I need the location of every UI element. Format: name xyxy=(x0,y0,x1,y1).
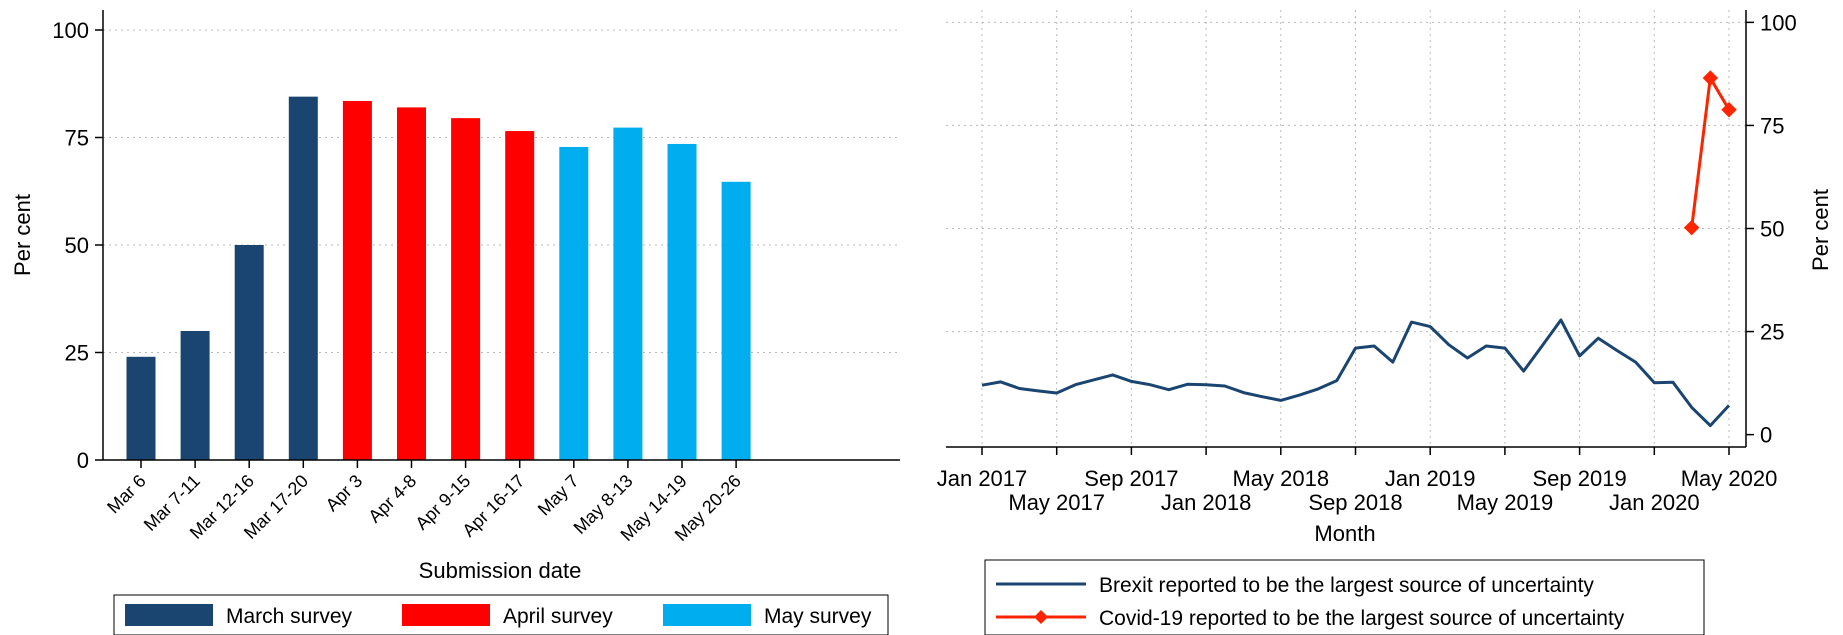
bar-apr-16-17 xyxy=(505,131,535,461)
left-gridlines xyxy=(103,29,900,353)
bar-apr-9-15 xyxy=(451,118,481,461)
left-y-axis-title: Per cent xyxy=(10,194,35,276)
legend-swatch-march-survey xyxy=(125,604,213,626)
legend-marker-covid xyxy=(1034,610,1048,624)
right-x-tick-label: May 2018 xyxy=(1232,466,1329,491)
series-line-brexit xyxy=(981,318,1731,428)
right-x-tick-label: Jan 2020 xyxy=(1609,490,1700,515)
right-x-tick-label: Jan 2017 xyxy=(937,466,1028,491)
bar-may-8-13 xyxy=(613,127,643,461)
bar-mar-6 xyxy=(126,356,156,460)
right-gridlines xyxy=(946,10,1746,447)
bar-may-7 xyxy=(559,146,589,460)
legend-label-april-survey: April survey xyxy=(503,605,613,628)
right-y-tick-label: 75 xyxy=(1760,113,1784,138)
left-y-tick-label: 75 xyxy=(65,126,89,151)
left-x-tick-label: Apr 3 xyxy=(322,471,367,516)
bar-apr-4-8 xyxy=(397,107,426,461)
bar-may-20-26 xyxy=(721,181,751,461)
covid-marker xyxy=(1702,70,1719,86)
bar-may-14-19 xyxy=(667,143,697,460)
right-x-tick-label: Sep 2019 xyxy=(1532,466,1626,491)
right-series-lines xyxy=(981,70,1737,428)
right-y-tick-label: 0 xyxy=(1760,423,1772,448)
right-x-tick-label: Sep 2017 xyxy=(1084,466,1178,491)
left-legend-items: March survey April survey May survey xyxy=(125,604,872,628)
left-x-axis-title: Submission date xyxy=(419,558,582,583)
bar-mar-12-16 xyxy=(234,245,264,460)
left-y-tick-label: 25 xyxy=(65,341,89,366)
left-x-tick-label: Mar 6 xyxy=(103,471,150,518)
series-line-covid xyxy=(1690,73,1731,228)
left-bars xyxy=(126,96,751,461)
bar-apr-3 xyxy=(342,100,372,460)
legend-swatch-may-survey xyxy=(663,604,751,626)
right-x-tick-label: May 2020 xyxy=(1681,466,1778,491)
left-legend-box xyxy=(113,594,889,635)
legend-label-may-survey: May survey xyxy=(764,605,872,628)
right-y-tick-label: 50 xyxy=(1760,217,1784,242)
left-y-ticks: 0 25 50 75 100 xyxy=(52,18,103,473)
right-x-tick-label: Jan 2019 xyxy=(1385,466,1476,491)
left-y-tick-label: 50 xyxy=(65,233,89,258)
right-x-tick-label: Sep 2018 xyxy=(1308,490,1402,515)
legend-label-march-survey: March survey xyxy=(226,605,353,628)
right-legend-box xyxy=(984,559,1705,635)
left-x-tick-label: May 7 xyxy=(534,471,583,520)
right-x-tick-label: Jan 2018 xyxy=(1161,490,1252,515)
right-legend-items: Brexit reported to be the largest source… xyxy=(996,574,1625,630)
covid-marker xyxy=(1683,219,1700,236)
right-y-axis-title: Per cent xyxy=(1808,189,1833,271)
covid-marker xyxy=(1721,102,1737,118)
right-y-tick-label: 25 xyxy=(1760,320,1784,345)
bar-mar-7-11 xyxy=(180,331,210,460)
right-y-tick-label: 100 xyxy=(1760,10,1797,35)
right-x-tick-label: May 2019 xyxy=(1457,490,1554,515)
legend-label-brexit: Brexit reported to be the largest source… xyxy=(1099,574,1594,597)
left-y-tick-label: 100 xyxy=(52,18,89,43)
right-y-ticks: 0 25 50 75 100 xyxy=(1746,10,1797,448)
legend-label-covid: Covid-19 reported to be the largest sour… xyxy=(1099,607,1625,630)
right-x-tick-label: May 2017 xyxy=(1008,490,1105,515)
left-legend: March survey April survey May survey xyxy=(113,594,889,635)
right-x-axis-title: Month xyxy=(1314,521,1375,546)
bar-mar-17-20 xyxy=(288,96,318,461)
right-legend: Brexit reported to be the largest source… xyxy=(984,559,1705,635)
legend-swatch-april-survey xyxy=(402,604,490,626)
left-y-tick-label: 0 xyxy=(77,448,89,473)
